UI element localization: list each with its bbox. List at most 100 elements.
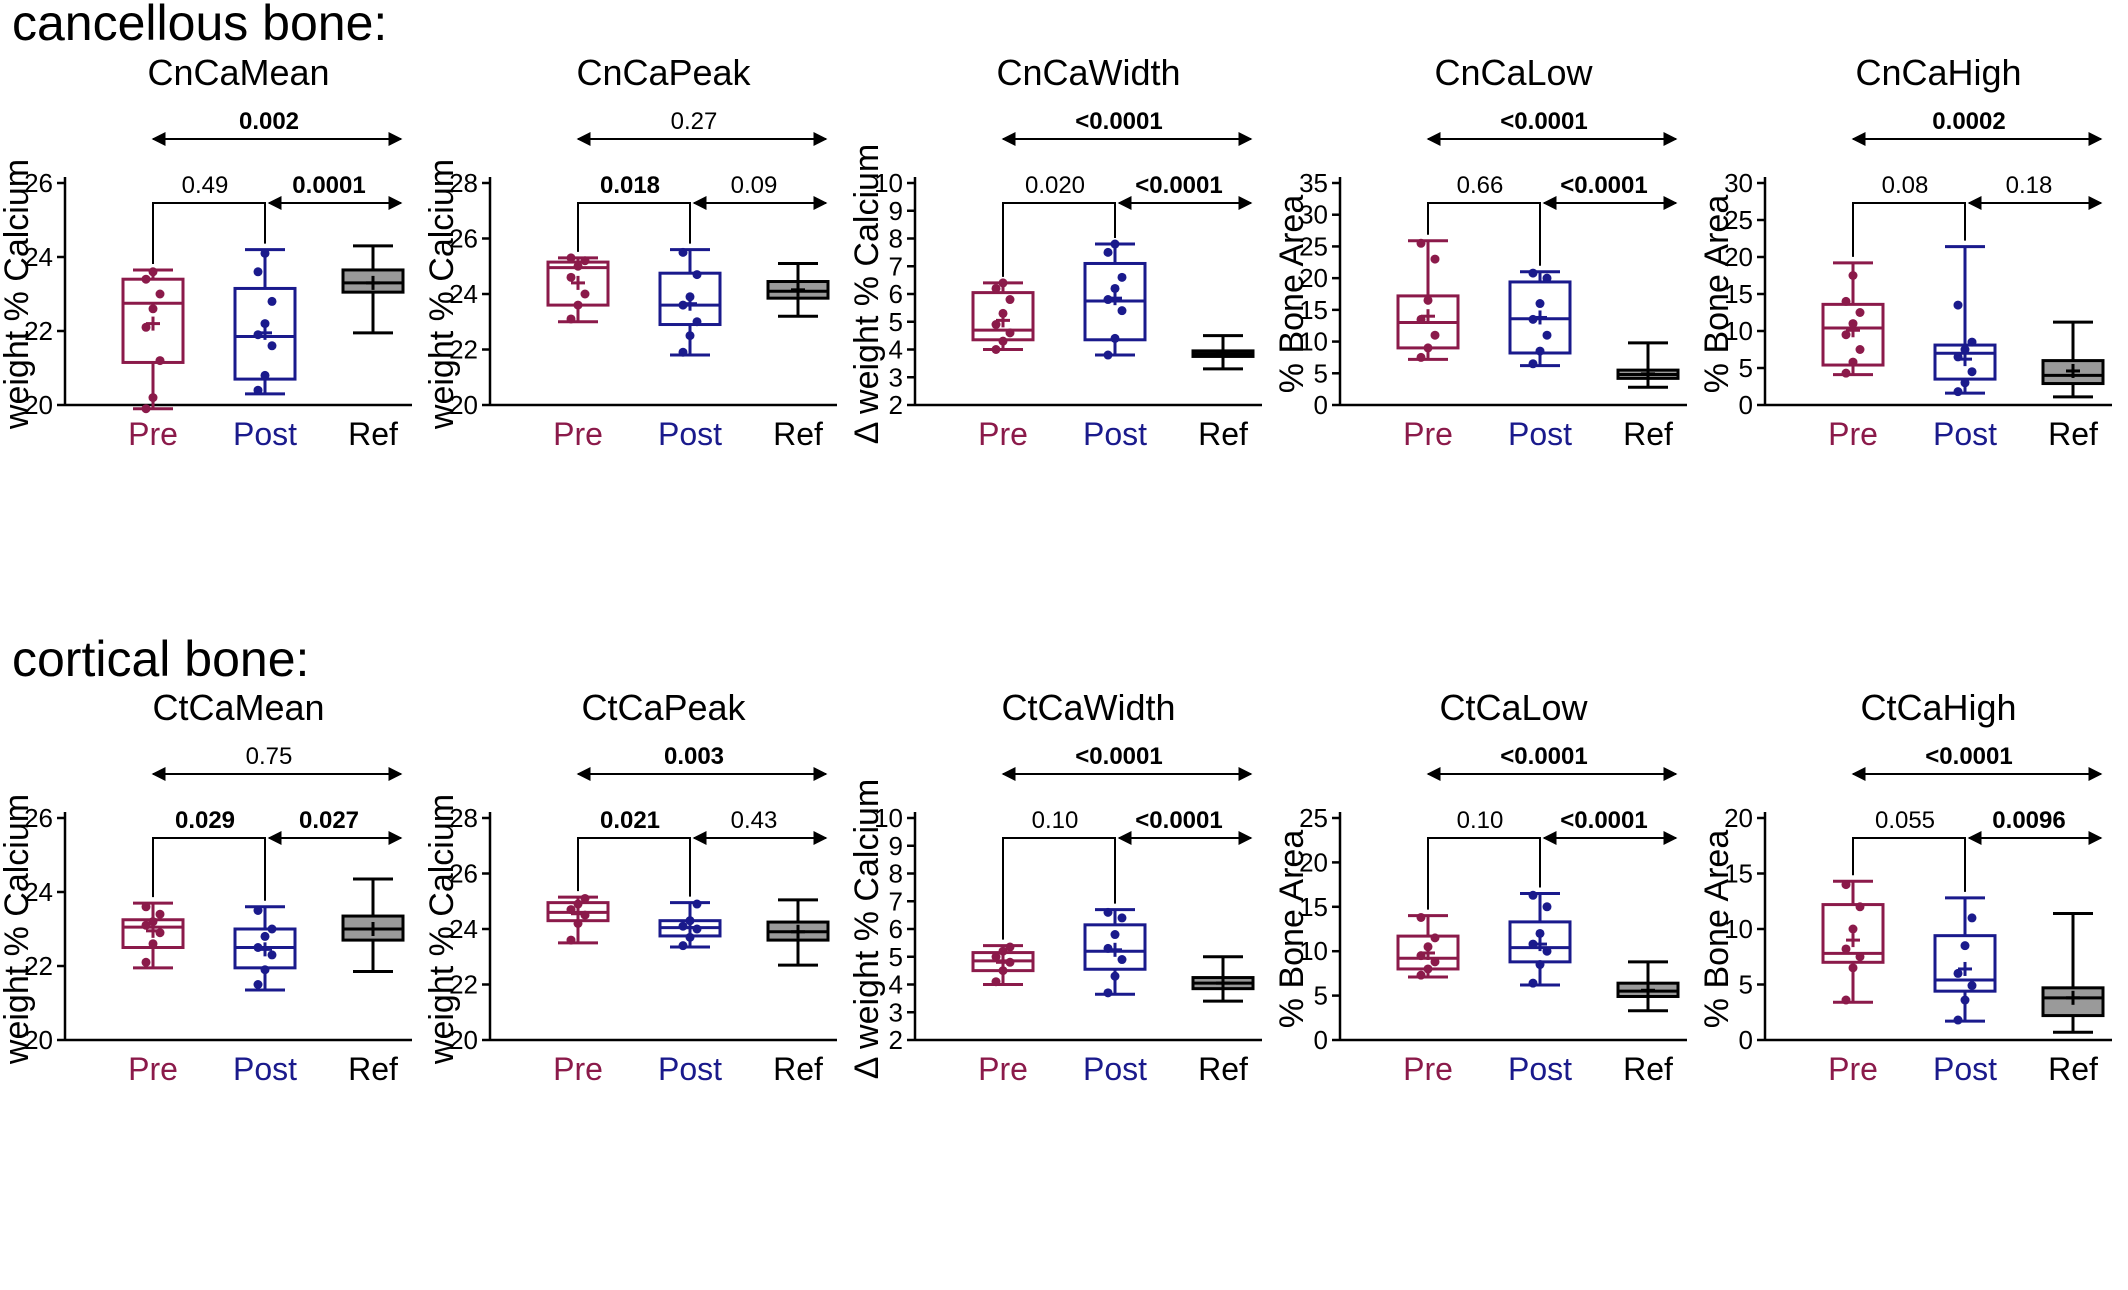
data-point xyxy=(260,370,270,380)
y-tick-label: 30 xyxy=(1299,200,1328,230)
y-tick-label: 5 xyxy=(1739,970,1753,1000)
y-tick-label: 7 xyxy=(889,251,903,281)
data-point xyxy=(998,278,1008,288)
comparison-pre-post: 0.10 xyxy=(1002,807,1116,940)
data-point xyxy=(1967,913,1977,923)
data-point xyxy=(1430,254,1440,264)
data-point xyxy=(260,248,270,258)
chart-title: CtCaWidth xyxy=(1001,687,1175,728)
data-point xyxy=(141,902,151,912)
box-ref xyxy=(1616,341,1680,389)
category-label-pre: Pre xyxy=(978,416,1028,452)
y-tick-label: 24 xyxy=(449,279,478,309)
data-point xyxy=(573,261,583,271)
chart-panel-ctcamean: CtCaMean weight % Calcium 20 22 24 26 Pre Post R… xyxy=(0,687,425,1290)
data-point xyxy=(1542,902,1552,912)
category-label-post: Post xyxy=(1508,416,1572,452)
p-value-pre-ref: <0.0001 xyxy=(1500,743,1587,770)
bracket-line xyxy=(1427,837,1541,910)
y-tick-label: 20 xyxy=(1299,263,1328,293)
data-point xyxy=(267,296,277,306)
p-value-post-ref: <0.0001 xyxy=(1135,807,1222,834)
p-value-pre-ref: 0.27 xyxy=(671,108,718,135)
category-label-ref: Ref xyxy=(2048,1051,2098,1087)
data-point xyxy=(1535,928,1545,938)
y-tick-label: 22 xyxy=(24,316,53,346)
data-point xyxy=(1528,978,1538,988)
y-tick-label: 26 xyxy=(449,224,478,254)
y-tick-label: 2 xyxy=(889,1025,903,1055)
y-tick-label: 10 xyxy=(874,168,903,198)
data-point xyxy=(141,920,151,930)
data-point xyxy=(991,320,1001,330)
data-point xyxy=(1535,346,1545,356)
data-point xyxy=(991,345,1001,354)
category-label-post: Post xyxy=(1933,1051,1997,1087)
data-point xyxy=(1848,357,1858,367)
box-pre xyxy=(121,267,185,414)
p-value-pre-ref: 0.003 xyxy=(664,743,724,770)
bracket-line xyxy=(577,837,691,897)
y-tick-label: 0 xyxy=(1739,390,1753,420)
data-point xyxy=(1841,880,1851,890)
data-point xyxy=(998,336,1008,346)
data-point xyxy=(580,256,590,266)
data-point xyxy=(1960,345,1970,354)
data-point xyxy=(1953,387,1963,397)
y-tick-label: 10 xyxy=(1724,914,1753,944)
y-tick-label: 8 xyxy=(889,859,903,889)
data-point xyxy=(1960,941,1970,951)
p-value-pre-post: 0.10 xyxy=(1457,807,1504,834)
y-tick-label: 5 xyxy=(889,307,903,337)
y-tick-label: 10 xyxy=(1724,316,1753,346)
data-point xyxy=(253,906,263,915)
category-label-pre: Pre xyxy=(553,1051,603,1087)
y-tick-label: 4 xyxy=(889,335,903,365)
chart-panel-ctcawidth: CtCaWidth Δ weight % Calcium 2 3 4 5 6 7 8 9 10 Pre… xyxy=(848,687,1275,1290)
y-tick-label: 26 xyxy=(24,168,53,198)
data-point xyxy=(1430,933,1440,943)
data-point xyxy=(1528,890,1538,900)
comparison-post-ref: 0.43 xyxy=(692,807,828,845)
data-point xyxy=(267,341,277,351)
data-point xyxy=(141,957,151,967)
y-tick-label: 22 xyxy=(24,951,53,981)
y-tick-label: 20 xyxy=(24,1025,53,1055)
data-point xyxy=(155,289,165,299)
data-point xyxy=(998,946,1008,956)
p-value-pre-post: 0.055 xyxy=(1875,807,1935,834)
category-label-ref: Ref xyxy=(348,1051,398,1087)
category-label-ref: Ref xyxy=(1623,1051,1673,1087)
data-point xyxy=(991,952,1001,962)
bracket-line xyxy=(152,202,266,264)
data-point xyxy=(148,917,158,927)
data-point xyxy=(991,977,1001,987)
y-tick-label: 9 xyxy=(889,831,903,861)
category-label-pre: Pre xyxy=(128,1051,178,1087)
chart-title: CtCaLow xyxy=(1439,687,1588,728)
y-tick-label: 4 xyxy=(889,970,903,1000)
y-tick-label: 5 xyxy=(1739,353,1753,383)
comparison-pre-ref: 0.27 xyxy=(576,108,828,146)
data-point xyxy=(1967,981,1977,991)
data-point xyxy=(566,935,576,945)
data-point xyxy=(573,899,583,909)
data-point xyxy=(1528,359,1538,369)
y-tick-label: 22 xyxy=(449,970,478,1000)
data-point xyxy=(580,893,590,903)
data-point xyxy=(1416,352,1426,362)
data-point xyxy=(1967,367,1977,377)
y-tick-label: 5 xyxy=(889,942,903,972)
y-axis-label: % Bone Area xyxy=(1273,195,1311,394)
category-label-ref: Ref xyxy=(773,416,823,452)
data-point xyxy=(1967,337,1977,347)
y-axis-label: Δ weight % Calcium xyxy=(848,779,886,1080)
y-tick-label: 26 xyxy=(449,859,478,889)
y-axis-label: weight % Calcium xyxy=(0,159,36,430)
data-point xyxy=(1110,333,1120,343)
box-pre xyxy=(971,942,1035,987)
comparison-post-ref: 0.0001 xyxy=(267,172,403,210)
p-value-pre-post: 0.020 xyxy=(1025,172,1085,199)
chart-title: CnCaPeak xyxy=(576,52,751,93)
